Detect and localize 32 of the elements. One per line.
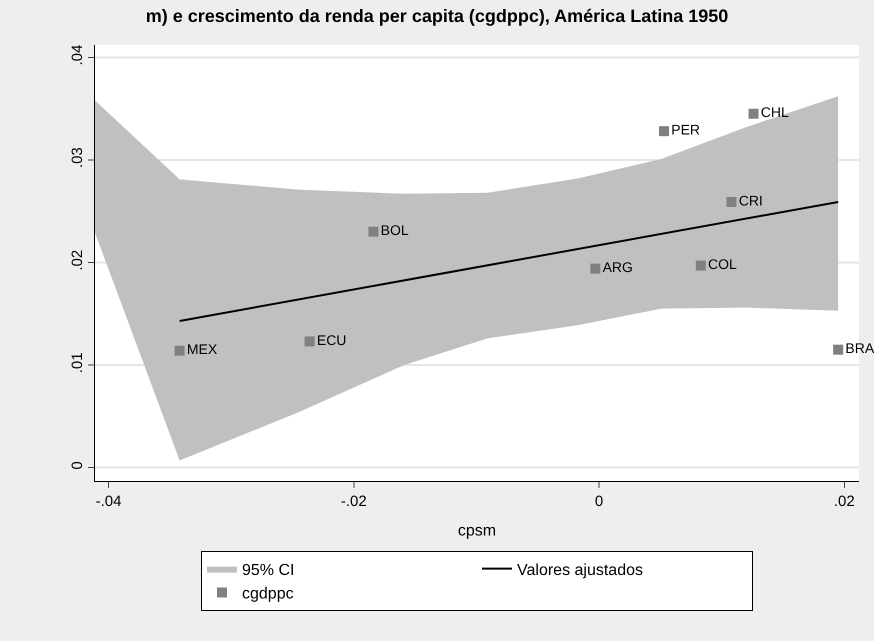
data-label: CRI	[738, 192, 763, 208]
point	[726, 196, 736, 207]
x-tick-label: -.02	[340, 493, 367, 510]
point	[659, 126, 670, 136]
x-tick-label: 0	[594, 493, 604, 510]
data-label: CHL	[760, 104, 790, 120]
point	[696, 260, 706, 271]
x-axis-title: cpsm	[458, 522, 496, 540]
legend-label: cgdppc	[242, 586, 294, 603]
data-label: MEX	[186, 341, 218, 358]
point	[304, 336, 315, 346]
data-label: BRA	[845, 340, 874, 356]
data-label: BOL	[380, 222, 409, 238]
legend-label: 95% CI	[242, 562, 294, 579]
data-label: ARG	[602, 259, 633, 276]
point	[368, 226, 378, 237]
x-tick-label: .02	[834, 493, 855, 510]
point	[748, 108, 759, 119]
point	[833, 344, 844, 355]
data-label: ECU	[316, 332, 346, 348]
chart-title: m) e crescimento da renda per capita (cgdppc), América Latina 1950	[146, 6, 728, 26]
point	[590, 264, 600, 274]
x-tick-label: -.04	[96, 493, 122, 510]
y-tick-label: 0	[69, 461, 86, 470]
point	[174, 346, 185, 356]
y-tick-label: .03	[69, 147, 86, 168]
legend-label: Valores ajustados	[517, 562, 643, 579]
y-tick-label: .04	[69, 44, 86, 66]
y-tick-label: .01	[69, 352, 86, 374]
data-label: PER	[671, 122, 700, 138]
y-tick-label: .02	[69, 250, 86, 271]
data-label: COL	[708, 256, 738, 272]
